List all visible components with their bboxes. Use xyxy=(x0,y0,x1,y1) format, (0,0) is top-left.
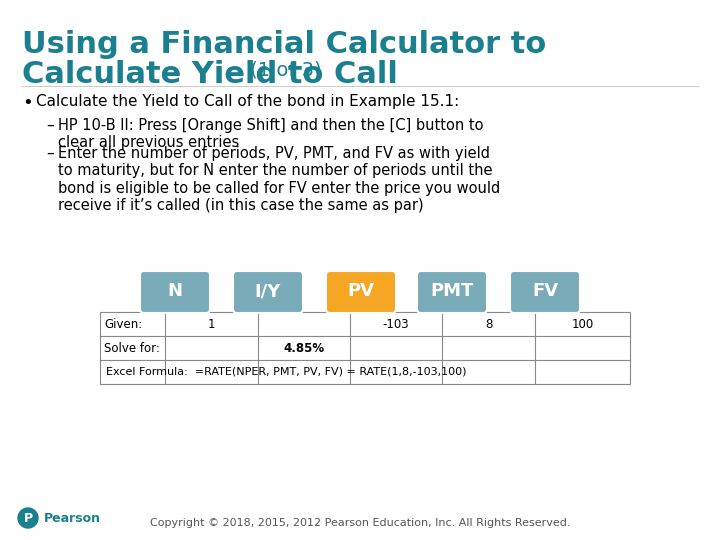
FancyBboxPatch shape xyxy=(326,271,396,313)
Text: Copyright © 2018, 2015, 2012 Pearson Education, Inc. All Rights Reserved.: Copyright © 2018, 2015, 2012 Pearson Edu… xyxy=(150,518,570,528)
Text: Calculate the Yield to Call of the bond in Example 15.1:: Calculate the Yield to Call of the bond … xyxy=(36,94,459,109)
Text: Enter the number of periods, PV, PMT, and FV as with yield
to maturity, but for : Enter the number of periods, PV, PMT, an… xyxy=(58,146,500,213)
Text: •: • xyxy=(22,94,32,112)
Text: Given:: Given: xyxy=(104,318,143,330)
Text: 1: 1 xyxy=(208,318,215,330)
FancyBboxPatch shape xyxy=(140,271,210,313)
Text: Excel Formula:  =RATE(NPER, PMT, PV, FV) = RATE(1,8,-103,100): Excel Formula: =RATE(NPER, PMT, PV, FV) … xyxy=(106,367,467,377)
Text: 100: 100 xyxy=(572,318,593,330)
Text: Solve for:: Solve for: xyxy=(104,341,160,354)
Text: Using a Financial Calculator to: Using a Financial Calculator to xyxy=(22,30,546,59)
FancyBboxPatch shape xyxy=(417,271,487,313)
Text: –: – xyxy=(46,118,53,133)
Text: (1 of 3): (1 of 3) xyxy=(244,60,322,79)
Text: -103: -103 xyxy=(383,318,409,330)
Text: 8: 8 xyxy=(485,318,492,330)
Text: –: – xyxy=(46,146,53,161)
Text: HP 10-B II: Press [Orange Shift] and then the [C] button to
clear all previous e: HP 10-B II: Press [Orange Shift] and the… xyxy=(58,118,484,151)
Text: FV: FV xyxy=(532,282,558,300)
Circle shape xyxy=(18,508,38,528)
Text: 4.85%: 4.85% xyxy=(284,341,325,354)
Text: Pearson: Pearson xyxy=(44,511,101,524)
Text: I/Y: I/Y xyxy=(255,282,282,300)
Text: Calculate Yield to Call: Calculate Yield to Call xyxy=(22,60,398,89)
FancyBboxPatch shape xyxy=(233,271,303,313)
FancyBboxPatch shape xyxy=(510,271,580,313)
Text: N: N xyxy=(168,282,182,300)
Text: PMT: PMT xyxy=(431,282,474,300)
Text: P: P xyxy=(24,511,32,524)
Text: PV: PV xyxy=(348,282,374,300)
Bar xyxy=(100,312,630,384)
